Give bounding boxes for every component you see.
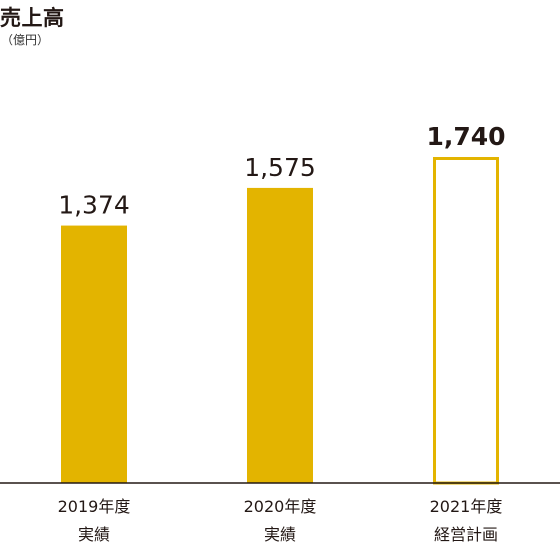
- category-sublabel-2: 経営計画: [434, 525, 498, 544]
- data-label-1: 1,575: [244, 153, 316, 182]
- category-label-1: 2020年度: [244, 497, 317, 516]
- unit-label: （億円）: [1, 33, 50, 47]
- data-label-0: 1,374: [58, 191, 130, 220]
- category-sublabel-0: 実績: [78, 525, 110, 544]
- category-label-0: 2019年度: [58, 497, 131, 516]
- category-label-2: 2021年度: [430, 497, 503, 516]
- data-label-2: 1,740: [426, 122, 505, 151]
- bar-1: [247, 187, 313, 483]
- bar-0: [61, 225, 127, 483]
- bar-2: [433, 157, 499, 485]
- category-sublabel-1: 実績: [264, 525, 296, 544]
- chart-title: 売上高: [0, 6, 65, 30]
